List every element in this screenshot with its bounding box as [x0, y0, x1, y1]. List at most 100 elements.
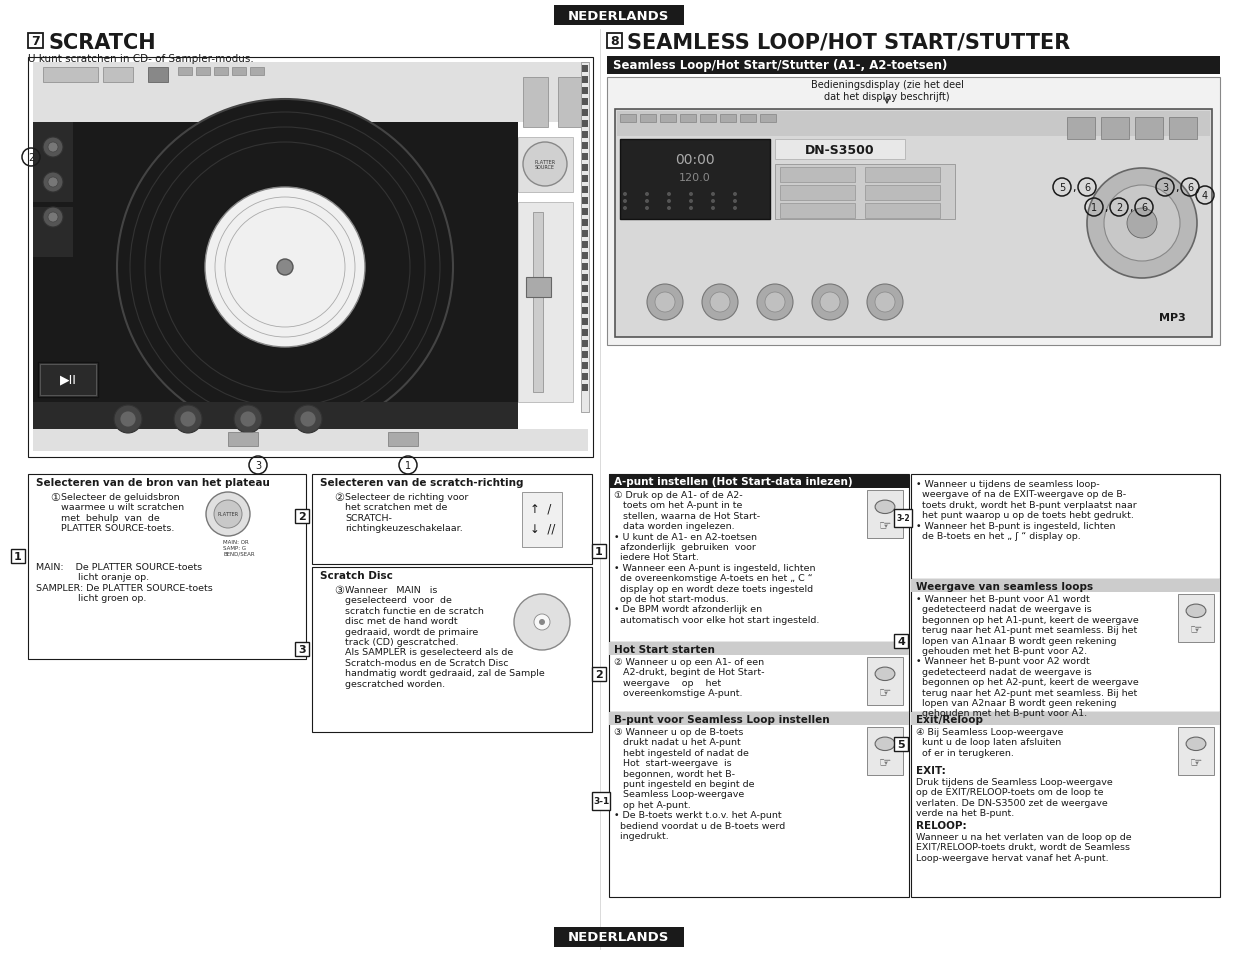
Bar: [581, 242, 588, 249]
Circle shape: [623, 193, 627, 196]
Text: Bedieningsdisplay (zie het deel
dat het display beschrijft): Bedieningsdisplay (zie het deel dat het …: [810, 80, 964, 101]
Circle shape: [711, 193, 715, 196]
Circle shape: [875, 293, 896, 313]
Text: 1: 1: [595, 546, 602, 557]
Bar: [609, 712, 909, 725]
Text: 1: 1: [1091, 203, 1097, 213]
Circle shape: [667, 200, 670, 204]
Circle shape: [523, 143, 567, 187]
Bar: [312, 475, 593, 564]
Bar: [680, 115, 696, 123]
Text: ④ Bij Seamless Loop-weergave
  kunt u de loop laten afsluiten
  of er in terugke: ④ Bij Seamless Loop-weergave kunt u de l…: [917, 727, 1064, 757]
Bar: [581, 363, 588, 370]
Bar: [581, 153, 588, 161]
Bar: [781, 204, 855, 219]
Bar: [1068, 118, 1095, 140]
Bar: [553, 927, 684, 947]
Bar: [388, 433, 418, 447]
Circle shape: [48, 178, 58, 188]
Bar: [607, 78, 1220, 346]
Text: 2: 2: [28, 152, 35, 163]
Bar: [776, 140, 905, 160]
Text: ②: ②: [334, 493, 344, 502]
Text: 5: 5: [1059, 183, 1065, 193]
Circle shape: [174, 406, 202, 434]
Bar: [1178, 727, 1213, 775]
Text: MAIN: OR
SAMP: G
BEND/SEAR: MAIN: OR SAMP: G BEND/SEAR: [223, 539, 255, 556]
Bar: [294, 510, 309, 523]
Bar: [581, 175, 588, 183]
Bar: [581, 264, 588, 271]
Bar: [581, 99, 588, 106]
Circle shape: [711, 207, 715, 211]
Circle shape: [214, 500, 242, 529]
Bar: [33, 430, 588, 452]
Circle shape: [207, 493, 250, 537]
Bar: [294, 642, 309, 657]
Circle shape: [43, 138, 63, 158]
Text: 6: 6: [1141, 203, 1147, 213]
Bar: [1169, 118, 1197, 140]
Text: SEAMLESS LOOP/HOT START/STUTTER: SEAMLESS LOOP/HOT START/STUTTER: [627, 33, 1070, 53]
Bar: [640, 115, 656, 123]
Text: DN-S3500: DN-S3500: [805, 143, 875, 156]
Bar: [522, 493, 562, 547]
Text: 00:00: 00:00: [675, 152, 715, 167]
Circle shape: [114, 406, 142, 434]
Circle shape: [811, 285, 849, 320]
Text: 1: 1: [14, 552, 22, 561]
Text: Exit/Reloop: Exit/Reloop: [917, 714, 983, 724]
Bar: [609, 475, 909, 489]
Bar: [581, 318, 588, 326]
Bar: [1101, 118, 1129, 140]
Circle shape: [764, 293, 785, 313]
Text: Selecteren van de scratch-richting: Selecteren van de scratch-richting: [320, 477, 523, 488]
Bar: [607, 34, 622, 49]
Bar: [910, 579, 1220, 712]
Bar: [28, 475, 306, 659]
Text: PLATTER: PLATTER: [218, 512, 239, 517]
Text: Selecteer de richting voor
het scratchen met de
SCRATCH-
richtingkeuzeschakelaar: Selecteer de richting voor het scratchen…: [345, 493, 469, 533]
Bar: [581, 132, 588, 139]
Bar: [617, 112, 1210, 137]
Text: 6: 6: [1084, 183, 1090, 193]
Bar: [581, 110, 588, 117]
Bar: [581, 209, 588, 215]
Text: ☞: ☞: [878, 685, 891, 699]
Bar: [33, 402, 518, 442]
Bar: [910, 475, 1220, 579]
Bar: [620, 140, 769, 220]
Circle shape: [757, 285, 793, 320]
Text: SCRATCH: SCRATCH: [48, 33, 156, 53]
Bar: [581, 374, 588, 380]
Text: 5: 5: [897, 740, 904, 749]
Bar: [910, 712, 1220, 897]
Text: Wanneer u na het verlaten van de loop op de
EXIT/RELOOP-toets drukt, wordt de Se: Wanneer u na het verlaten van de loop op…: [917, 832, 1132, 862]
Bar: [11, 550, 25, 563]
Bar: [609, 712, 909, 897]
Bar: [609, 642, 909, 656]
Text: 3: 3: [298, 644, 306, 655]
Text: ☞: ☞: [878, 755, 891, 769]
Bar: [526, 277, 550, 297]
Text: 3-2: 3-2: [896, 514, 909, 523]
Circle shape: [820, 293, 840, 313]
Bar: [661, 115, 675, 123]
Bar: [581, 165, 588, 172]
Circle shape: [1127, 209, 1157, 239]
Text: ☞: ☞: [878, 518, 891, 532]
Bar: [30, 476, 304, 490]
Bar: [581, 88, 588, 95]
Text: • Wanneer u tijdens de seamless loop-
  weergave of na de EXIT-weergave op de B-: • Wanneer u tijdens de seamless loop- we…: [917, 479, 1137, 540]
Circle shape: [205, 188, 365, 348]
Circle shape: [181, 412, 195, 428]
Bar: [781, 168, 855, 183]
Text: ② Wanneer u op een A1- of een
   A2-drukt, begint de Hot Start-
   weergave    o: ② Wanneer u op een A1- of een A2-drukt, …: [614, 658, 764, 698]
Bar: [581, 77, 588, 84]
Text: • Wanneer het B-punt voor A1 wordt
  gedetecteerd nadat de weergave is
  begonne: • Wanneer het B-punt voor A1 wordt gedet…: [917, 595, 1139, 718]
Bar: [38, 363, 98, 397]
Text: RELOOP:: RELOOP:: [917, 821, 966, 830]
Bar: [776, 165, 955, 220]
Circle shape: [234, 406, 262, 434]
Circle shape: [734, 207, 737, 211]
